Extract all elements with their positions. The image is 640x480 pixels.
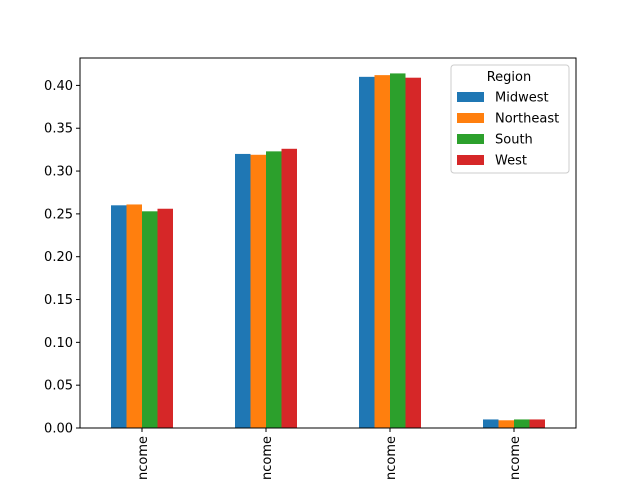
bar-northeast-4 xyxy=(498,420,514,428)
bar-west-4 xyxy=(529,419,545,428)
bar-northeast-2 xyxy=(250,154,266,428)
plot-frame xyxy=(79,57,577,429)
y-tick-label: 0.05 xyxy=(44,379,73,394)
legend-label-west: West xyxy=(495,154,527,169)
legend-items: Midwest Northeast South West xyxy=(457,91,559,169)
legend-swatch-midwest xyxy=(457,92,484,102)
bar-west-2 xyxy=(281,148,297,429)
legend-swatch-northeast xyxy=(457,113,484,123)
bar-south-4 xyxy=(514,419,530,428)
bar-south-1 xyxy=(142,211,158,428)
legend-swatch-west xyxy=(457,155,484,165)
bar-west-1 xyxy=(157,208,173,428)
legend-label-midwest: Midwest xyxy=(495,91,549,106)
y-tick-label: 0.30 xyxy=(44,165,73,180)
y-axis: 0.00 0.05 0.10 0.15 0.20 0.25 0.30 0.35 0.40 xyxy=(44,79,80,437)
bar-midwest-2 xyxy=(235,153,251,428)
x-axis: ncome ncome ncome ncome xyxy=(136,428,523,480)
bar-south-3 xyxy=(390,73,406,429)
y-tick-label: 0.40 xyxy=(44,79,73,94)
y-tick-label: 0.35 xyxy=(44,122,73,137)
x-tick-label: ncome xyxy=(260,436,275,480)
bars-group xyxy=(111,73,545,429)
x-tick-label: ncome xyxy=(508,436,523,480)
y-tick-label: 0.10 xyxy=(44,336,73,351)
x-tick-label: ncome xyxy=(136,436,151,480)
bar-midwest-1 xyxy=(111,205,127,428)
bar-northeast-3 xyxy=(374,75,390,428)
legend-label-south: South xyxy=(495,133,533,148)
legend-swatch-south xyxy=(457,134,484,144)
legend: Region Midwest Northeast South West xyxy=(450,64,570,174)
y-tick-label: 0.25 xyxy=(44,207,73,222)
bar-northeast-1 xyxy=(126,204,142,428)
bar-midwest-3 xyxy=(359,76,375,428)
y-tick-label: 0.20 xyxy=(44,250,73,265)
bar-midwest-4 xyxy=(483,419,499,428)
x-tick-label: ncome xyxy=(384,436,399,480)
legend-title: Region xyxy=(487,70,532,85)
y-tick-label: 0.00 xyxy=(44,422,73,437)
y-tick-label: 0.15 xyxy=(44,293,73,308)
legend-label-northeast: Northeast xyxy=(495,112,559,127)
bar-south-2 xyxy=(266,151,282,429)
bar-west-3 xyxy=(405,77,421,428)
